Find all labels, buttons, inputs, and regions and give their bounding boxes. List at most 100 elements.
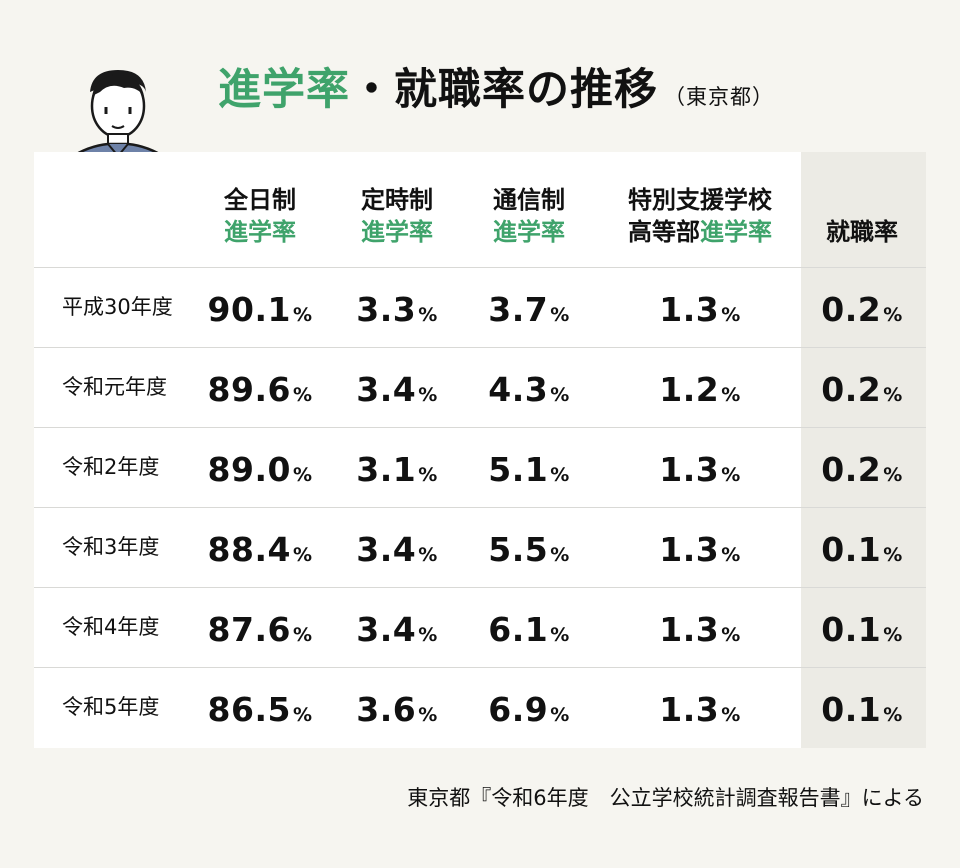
column-header-line1: 定時制: [361, 186, 433, 214]
cell-unit: %: [418, 704, 438, 726]
row-label: 令和5年度: [62, 695, 160, 719]
column-header-2: 定時制 進学率: [297, 184, 497, 248]
page-title: 進学率・就職率の推移 （東京都）: [218, 55, 774, 117]
cell-value: 88.4: [207, 530, 291, 569]
employment-column-shade: [801, 152, 926, 748]
table-cell: 3.3%: [307, 290, 487, 335]
cell-unit: %: [883, 464, 903, 486]
cell-value: 6.1: [488, 610, 549, 649]
cell-unit: %: [550, 624, 570, 646]
row-label: 令和3年度: [62, 535, 160, 559]
title-part1: 進学率: [218, 65, 350, 115]
table-cell: 3.4%: [307, 610, 487, 655]
cell-value: 86.5: [207, 690, 291, 729]
row-divider: [34, 587, 926, 588]
cell-value: 1.3: [659, 450, 720, 489]
cell-unit: %: [721, 544, 741, 566]
cell-value: 89.6: [207, 370, 291, 409]
table-cell: 1.2%: [610, 370, 790, 415]
cell-unit: %: [292, 384, 313, 406]
row-divider: [34, 347, 926, 348]
row-label: 令和4年度: [62, 615, 160, 639]
column-header-prefix: 高等部: [628, 218, 700, 246]
column-header-3: 通信制 進学率: [429, 184, 629, 248]
column-header-line1: 全日制: [224, 186, 296, 214]
cell-value: 3.1: [356, 450, 417, 489]
cell-value: 5.5: [488, 530, 549, 569]
cell-unit: %: [292, 704, 313, 726]
column-header-line1: 通信制: [493, 186, 565, 214]
row-divider: [34, 667, 926, 668]
cell-value: 5.1: [488, 450, 549, 489]
cell-value: 1.3: [659, 290, 720, 329]
cell-unit: %: [550, 704, 570, 726]
cell-value: 0.2: [821, 290, 882, 329]
table-cell: 89.0%: [170, 450, 350, 495]
table-cell: 6.1%: [439, 610, 619, 655]
cell-value: 3.7: [488, 290, 549, 329]
cell-unit: %: [883, 384, 903, 406]
row-divider: [34, 507, 926, 508]
column-header-rate: 進学率: [700, 218, 772, 246]
cell-unit: %: [721, 384, 741, 406]
table-cell: 89.6%: [170, 370, 350, 415]
cell-value: 3.3: [356, 290, 417, 329]
title-region: （東京都）: [664, 85, 774, 109]
column-header-prefix: 就職率: [826, 218, 898, 246]
cell-unit: %: [550, 384, 570, 406]
cell-unit: %: [883, 704, 903, 726]
cell-value: 4.3: [488, 370, 549, 409]
cell-value: 0.2: [821, 370, 882, 409]
cell-unit: %: [418, 464, 438, 486]
table-cell: 1.3%: [610, 690, 790, 735]
table-cell: 87.6%: [170, 610, 350, 655]
table-cell: 3.6%: [307, 690, 487, 735]
cell-unit: %: [721, 304, 741, 326]
cell-value: 1.3: [659, 610, 720, 649]
column-header-1: 全日制 進学率: [160, 184, 360, 248]
cell-unit: %: [418, 384, 438, 406]
cell-value: 6.9: [488, 690, 549, 729]
table-cell: 4.3%: [439, 370, 619, 415]
column-header-line2: 進学率: [429, 216, 629, 248]
cell-unit: %: [883, 544, 903, 566]
cell-value: 87.6: [207, 610, 291, 649]
column-header-line1: [762, 184, 960, 216]
cell-value: 3.4: [356, 370, 417, 409]
row-label: 令和2年度: [62, 455, 160, 479]
table-cell: 90.1%: [170, 290, 350, 335]
cell-value: 89.0: [207, 450, 291, 489]
table-cell: 5.1%: [439, 450, 619, 495]
table-cell: 88.4%: [170, 530, 350, 575]
title-dot: ・: [350, 65, 394, 115]
table-cell: 3.1%: [307, 450, 487, 495]
cell-value: 0.1: [821, 530, 882, 569]
column-header-rate: 進学率: [493, 218, 565, 246]
table-cell: 86.5%: [170, 690, 350, 735]
cell-value: 3.4: [356, 530, 417, 569]
cell-unit: %: [418, 304, 438, 326]
column-header-rate: 進学率: [224, 218, 296, 246]
cell-value: 0.2: [821, 450, 882, 489]
cell-unit: %: [550, 544, 570, 566]
source-note: 東京都『令和6年度 公立学校統計調査報告書』による: [407, 786, 924, 810]
cell-unit: %: [883, 304, 903, 326]
row-divider: [34, 267, 926, 268]
table-cell: 1.3%: [610, 610, 790, 655]
cell-value: 90.1: [207, 290, 291, 329]
cell-unit: %: [721, 464, 741, 486]
table-cell: 0.2%: [772, 290, 952, 335]
table-cell: 0.2%: [772, 450, 952, 495]
cell-value: 0.1: [821, 610, 882, 649]
column-header-5: 就職率: [762, 184, 960, 248]
table-cell: 0.1%: [772, 610, 952, 655]
cell-value: 1.2: [659, 370, 720, 409]
table-cell: 0.1%: [772, 530, 952, 575]
title-part2: 就職率の推移: [394, 65, 658, 115]
cell-value: 1.3: [659, 530, 720, 569]
cell-value: 1.3: [659, 690, 720, 729]
table-cell: 0.1%: [772, 690, 952, 735]
table-cell: 5.5%: [439, 530, 619, 575]
row-divider: [34, 427, 926, 428]
table-cell: 3.4%: [307, 370, 487, 415]
